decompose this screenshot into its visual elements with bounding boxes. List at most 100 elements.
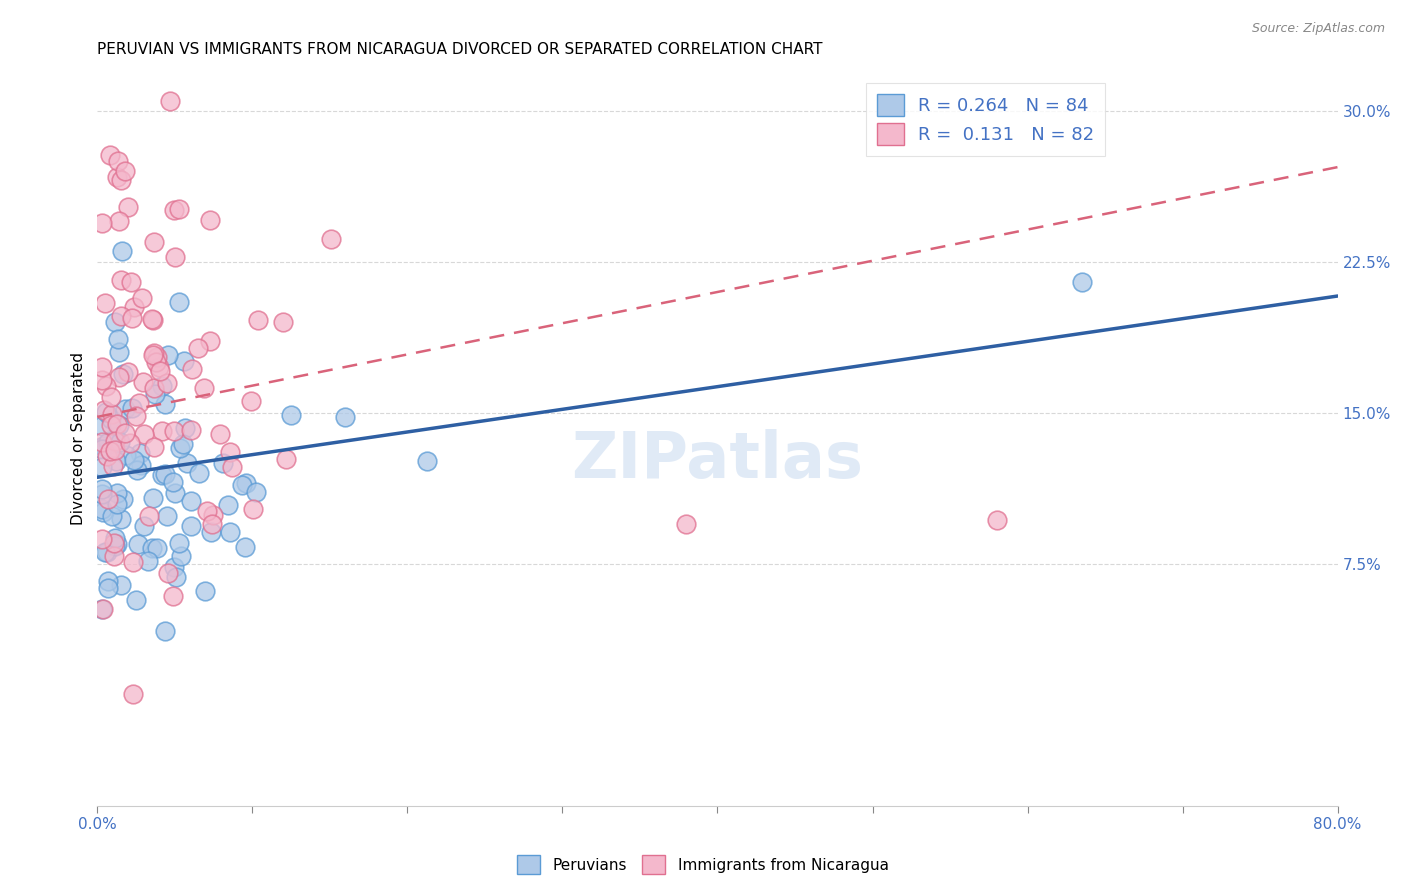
Point <box>104 434 127 449</box>
Point <box>91 502 114 516</box>
Point <box>91 602 114 616</box>
Point <box>153 624 176 638</box>
Point <box>150 468 173 483</box>
Point <box>200 525 222 540</box>
Point <box>163 202 186 217</box>
Point <box>101 458 124 473</box>
Point <box>280 408 302 422</box>
Point <box>172 437 194 451</box>
Point <box>233 540 256 554</box>
Point <box>97 574 120 589</box>
Point <box>91 435 114 450</box>
Point <box>98 443 121 458</box>
Point <box>319 232 342 246</box>
Point <box>128 395 150 409</box>
Point <box>104 443 127 458</box>
Point <box>124 300 146 314</box>
Point <box>91 373 114 387</box>
Point <box>120 436 142 450</box>
Point <box>176 456 198 470</box>
Point <box>108 435 131 450</box>
Point <box>167 202 190 216</box>
Point <box>218 524 240 539</box>
Point <box>167 536 190 550</box>
Point <box>138 508 160 523</box>
Point <box>180 423 202 437</box>
Point <box>143 346 166 360</box>
Point <box>98 148 121 162</box>
Point <box>134 426 156 441</box>
Point <box>162 589 184 603</box>
Point <box>141 541 163 555</box>
Point <box>105 485 128 500</box>
Point <box>125 409 148 423</box>
Point <box>129 458 152 473</box>
Point <box>156 348 179 362</box>
Point <box>115 448 138 462</box>
Point <box>145 350 167 364</box>
Point <box>145 355 167 369</box>
Point <box>159 94 181 108</box>
Point <box>163 486 186 500</box>
Point <box>170 549 193 563</box>
Point <box>194 583 217 598</box>
Point <box>110 310 132 324</box>
Point <box>143 235 166 250</box>
Point <box>235 476 257 491</box>
Point <box>103 536 125 550</box>
Point <box>108 418 131 433</box>
Point <box>162 475 184 489</box>
Text: ZIPatlas: ZIPatlas <box>571 429 863 491</box>
Point <box>91 418 114 433</box>
Point <box>121 311 143 326</box>
Point <box>127 463 149 477</box>
Point <box>107 344 129 359</box>
Point <box>111 367 134 381</box>
Point <box>105 497 128 511</box>
Point <box>91 360 114 375</box>
Point <box>110 173 132 187</box>
Point <box>108 213 131 227</box>
Point <box>94 545 117 559</box>
Text: Source: ZipAtlas.com: Source: ZipAtlas.com <box>1251 22 1385 36</box>
Point <box>96 545 118 559</box>
Point <box>239 393 262 408</box>
Legend: R = 0.264   N = 84, R =  0.131   N = 82: R = 0.264 N = 84, R = 0.131 N = 82 <box>866 83 1105 156</box>
Point <box>110 577 132 591</box>
Point <box>94 379 117 393</box>
Point <box>145 541 167 555</box>
Point <box>107 332 129 346</box>
Point <box>153 467 176 481</box>
Point <box>114 164 136 178</box>
Text: PERUVIAN VS IMMIGRANTS FROM NICARAGUA DIVORCED OR SEPARATED CORRELATION CHART: PERUVIAN VS IMMIGRANTS FROM NICARAGUA DI… <box>97 42 823 57</box>
Point <box>132 375 155 389</box>
Point <box>107 154 129 169</box>
Point <box>212 456 235 470</box>
Point <box>104 430 127 444</box>
Point <box>104 454 127 468</box>
Point <box>131 291 153 305</box>
Point <box>114 401 136 416</box>
Point <box>167 295 190 310</box>
Point <box>221 460 243 475</box>
Point <box>153 396 176 410</box>
Point <box>195 504 218 518</box>
Point <box>245 485 267 500</box>
Point <box>122 453 145 467</box>
Point <box>173 420 195 434</box>
Point <box>91 216 114 230</box>
Point <box>91 486 114 500</box>
Point <box>105 537 128 551</box>
Point <box>117 365 139 379</box>
Point <box>150 424 173 438</box>
Point <box>141 312 163 326</box>
Point <box>217 498 239 512</box>
Point <box>100 417 122 432</box>
Point <box>218 444 240 458</box>
Point <box>201 517 224 532</box>
Point <box>156 509 179 524</box>
Point <box>93 402 115 417</box>
Point <box>91 532 114 546</box>
Point <box>187 341 209 355</box>
Point <box>242 501 264 516</box>
